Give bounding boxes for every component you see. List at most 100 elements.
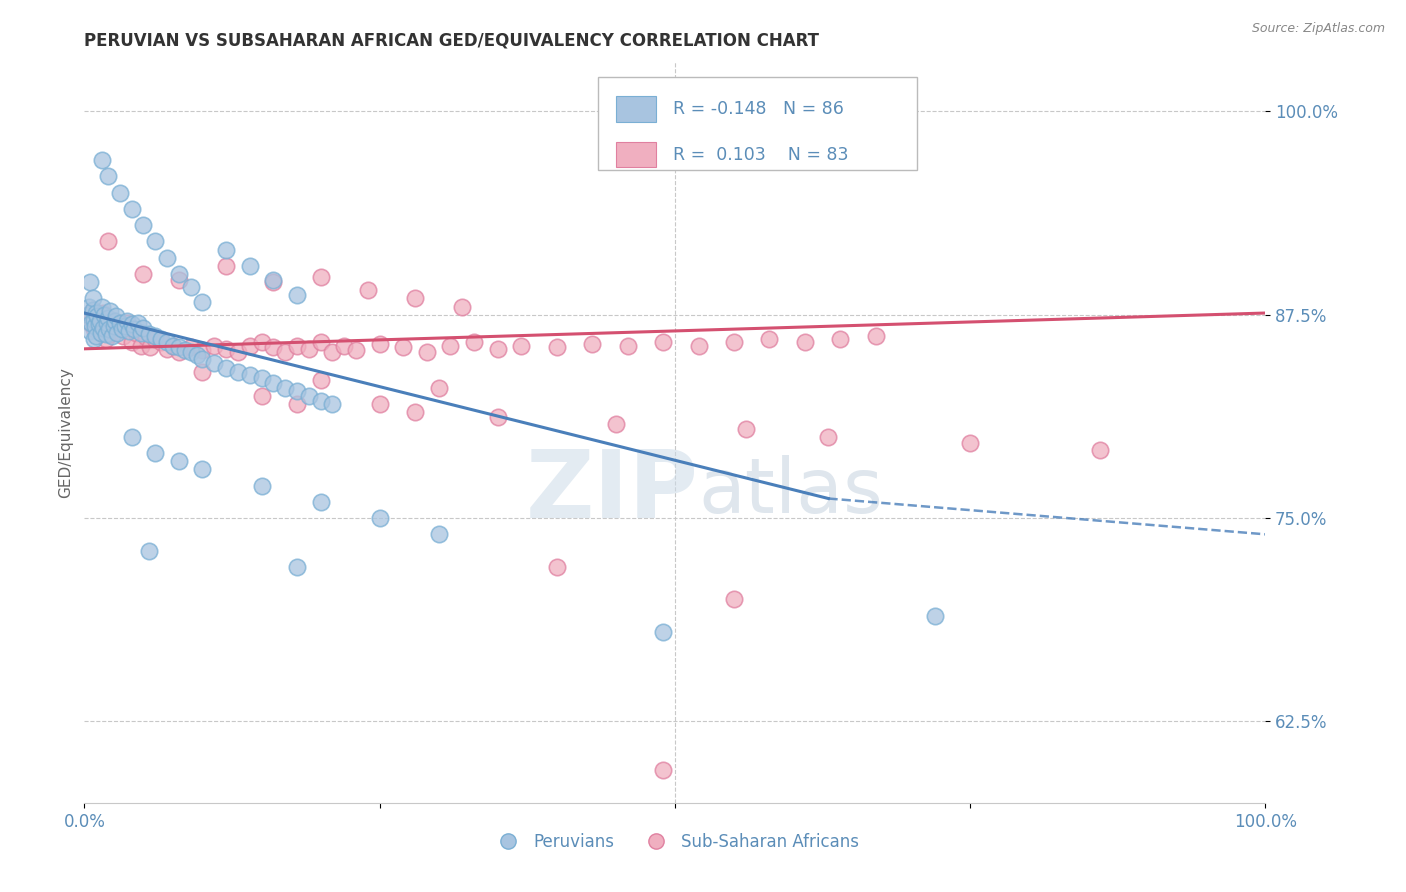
Point (143, 332, 166, 346)
Point (150, 332, 173, 346)
Point (98, 327, 121, 342)
Point (250, 478, 273, 492)
Point (226, 365, 249, 379)
Point (143, 446, 166, 460)
Point (1088, 442, 1111, 457)
Point (186, 348, 208, 362)
Point (309, 335, 332, 350)
Point (368, 337, 391, 351)
Point (250, 335, 273, 350)
FancyBboxPatch shape (598, 78, 917, 169)
Point (121, 430, 143, 444)
Point (239, 368, 262, 382)
Point (77, 308, 100, 322)
Point (285, 384, 308, 398)
Point (100, 328, 122, 343)
Point (285, 397, 308, 411)
Point (77, 300, 100, 314)
Point (262, 273, 284, 287)
Point (82, 302, 104, 317)
Point (793, 335, 815, 350)
Point (180, 280, 202, 294)
Point (96, 316, 118, 330)
Point (959, 436, 981, 450)
Point (97, 310, 120, 325)
Point (121, 202, 143, 216)
Point (463, 335, 485, 350)
Point (262, 340, 284, 354)
Point (309, 373, 332, 387)
Point (817, 430, 839, 444)
Point (215, 342, 238, 356)
Point (298, 389, 321, 403)
Point (368, 511, 391, 525)
Point (103, 319, 125, 334)
Point (404, 292, 426, 306)
Point (167, 267, 190, 281)
Point (79, 324, 101, 338)
Point (226, 345, 249, 359)
Point (652, 335, 675, 350)
Text: Source: ZipAtlas.com: Source: ZipAtlas.com (1251, 22, 1385, 36)
Point (546, 559, 568, 574)
Point (83, 312, 105, 326)
Point (132, 320, 155, 334)
Point (392, 340, 415, 354)
Point (180, 345, 202, 359)
Point (734, 421, 756, 435)
Point (321, 397, 343, 411)
Point (125, 326, 148, 340)
Point (274, 345, 297, 359)
Point (486, 342, 509, 356)
Point (652, 624, 675, 639)
Point (274, 381, 297, 395)
Point (97, 235, 120, 249)
Point (262, 275, 284, 289)
Point (162, 338, 184, 352)
Point (156, 342, 179, 356)
Point (84, 319, 107, 334)
Point (91, 306, 114, 320)
Point (605, 417, 627, 431)
Point (108, 316, 131, 330)
Point (262, 376, 284, 390)
Point (82, 302, 104, 317)
Point (112, 328, 135, 343)
Point (90, 326, 112, 340)
Point (91, 300, 114, 314)
Point (143, 328, 166, 343)
Point (114, 319, 136, 334)
Point (156, 335, 179, 350)
Point (138, 327, 160, 342)
Point (127, 316, 149, 330)
Text: PERUVIAN VS SUBSAHARAN AFRICAN GED/EQUIVALENCY CORRELATION CHART: PERUVIAN VS SUBSAHARAN AFRICAN GED/EQUIV… (84, 32, 820, 50)
Point (616, 338, 638, 352)
Point (215, 361, 238, 376)
Point (121, 335, 143, 350)
Point (97, 169, 120, 184)
Point (77, 308, 100, 322)
Point (215, 243, 238, 257)
Point (427, 527, 450, 541)
Point (298, 342, 321, 356)
Point (285, 559, 308, 574)
Point (79, 275, 101, 289)
FancyBboxPatch shape (616, 96, 657, 121)
Point (215, 259, 238, 273)
FancyBboxPatch shape (616, 142, 657, 168)
Point (87, 318, 110, 332)
Point (239, 259, 262, 273)
Point (191, 462, 214, 476)
Point (546, 340, 568, 354)
Point (581, 337, 603, 351)
Point (368, 397, 391, 411)
Point (309, 393, 332, 408)
Point (91, 153, 114, 167)
Point (84, 306, 107, 320)
Point (758, 332, 780, 346)
Point (173, 343, 195, 358)
Point (129, 338, 152, 352)
Text: ZIP: ZIP (526, 446, 699, 538)
Point (309, 495, 332, 509)
Point (723, 592, 745, 607)
